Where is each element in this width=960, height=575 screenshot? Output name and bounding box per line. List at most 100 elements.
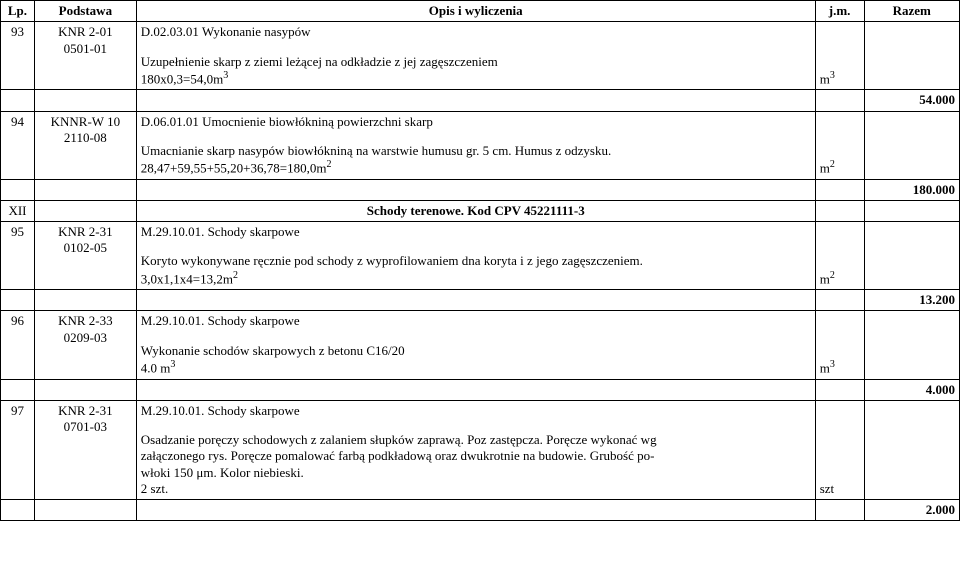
table-row: 13.200 <box>1 290 960 311</box>
table-row: 54.000 <box>1 90 960 111</box>
cell-razem: 4.000 <box>864 379 960 400</box>
header-lp: Lp. <box>1 1 35 22</box>
jm-sup: 2 <box>830 159 835 170</box>
costing-table: Lp. Podstawa Opis i wyliczenia j.m. Raze… <box>0 0 960 521</box>
section-lp: XII <box>1 200 35 221</box>
cell-opis <box>136 379 815 400</box>
cell-razem <box>864 400 960 499</box>
header-razem: Razem <box>864 1 960 22</box>
cell-razem <box>864 22 960 90</box>
opis-body: Koryto wykonywane ręcznie pod schody z w… <box>141 253 811 287</box>
cell-razem <box>864 111 960 179</box>
podstawa-line1: KNR 2-33 <box>39 313 132 329</box>
cell-razem <box>864 311 960 379</box>
opis-sup: 3 <box>170 359 175 370</box>
opis-body: Osadzanie poręczy schodowych z zalaniem … <box>141 432 811 497</box>
cell-podstawa <box>34 500 136 521</box>
cell-jm: m3 <box>815 311 864 379</box>
jm-sup: 3 <box>830 359 835 370</box>
cell-jm: szt <box>815 400 864 499</box>
cell-jm <box>815 379 864 400</box>
cell-lp: 94 <box>1 111 35 179</box>
opis-sup: 2 <box>233 270 238 281</box>
cell-lp <box>1 90 35 111</box>
table-row: 97KNR 2-310701-03M.29.10.01. Schody skar… <box>1 400 960 499</box>
cell-podstawa <box>34 179 136 200</box>
cell-opis <box>136 500 815 521</box>
cell-podstawa: KNR 2-010501-01 <box>34 22 136 90</box>
header-podstawa: Podstawa <box>34 1 136 22</box>
podstawa-line2: 0102-05 <box>39 240 132 256</box>
cell-razem: 13.200 <box>864 290 960 311</box>
section-title: Schody terenowe. Kod CPV 45221111-3 <box>136 200 815 221</box>
podstawa-line2: 0701-03 <box>39 419 132 435</box>
cell-jm <box>815 290 864 311</box>
opis-body: Umacnianie skarp nasypów biowłókniną na … <box>141 143 811 177</box>
opis-top: M.29.10.01. Schody skarpowe <box>141 313 811 329</box>
cell-lp <box>1 290 35 311</box>
cell-podstawa <box>34 290 136 311</box>
section-podstawa <box>34 200 136 221</box>
cell-razem: 180.000 <box>864 179 960 200</box>
jm-text: m <box>820 160 830 175</box>
cell-opis: M.29.10.01. Schody skarpowe Wykonanie sch… <box>136 311 815 379</box>
opis-top: D.02.03.01 Wykonanie nasypów <box>141 24 811 40</box>
opis-top: D.06.01.01 Umocnienie biowłókniną powier… <box>141 114 811 130</box>
podstawa-line2: 0209-03 <box>39 330 132 346</box>
cell-lp <box>1 500 35 521</box>
cell-jm <box>815 179 864 200</box>
cell-razem: 54.000 <box>864 90 960 111</box>
table-header-row: Lp. Podstawa Opis i wyliczenia j.m. Raze… <box>1 1 960 22</box>
cell-jm <box>815 90 864 111</box>
jm-text: m <box>820 360 830 375</box>
opis-sup: 3 <box>223 70 228 81</box>
table-row: 2.000 <box>1 500 960 521</box>
cell-opis: M.29.10.01. Schody skarpowe Osadzanie por… <box>136 400 815 499</box>
table-row: 95KNR 2-310102-05M.29.10.01. Schody skar… <box>1 222 960 290</box>
jm-sup: 3 <box>830 70 835 81</box>
cell-podstawa <box>34 90 136 111</box>
podstawa-line1: KNR 2-31 <box>39 403 132 419</box>
cell-razem: 2.000 <box>864 500 960 521</box>
table-row: 93KNR 2-010501-01D.02.03.01 Wykonanie na… <box>1 22 960 90</box>
podstawa-line2: 0501-01 <box>39 41 132 57</box>
podstawa-line1: KNR 2-31 <box>39 224 132 240</box>
table-row: 4.000 <box>1 379 960 400</box>
cell-opis: M.29.10.01. Schody skarpowe Koryto wykony… <box>136 222 815 290</box>
podstawa-line2: 2110-08 <box>39 130 132 146</box>
cell-podstawa: KNR 2-310102-05 <box>34 222 136 290</box>
opis-top: M.29.10.01. Schody skarpowe <box>141 403 811 419</box>
cell-razem <box>864 222 960 290</box>
table-row: 94KNNR-W 102110-08D.06.01.01 Umocnienie … <box>1 111 960 179</box>
cell-lp: 97 <box>1 400 35 499</box>
table-row: 180.000 <box>1 179 960 200</box>
cell-opis <box>136 90 815 111</box>
opis-body: Wykonanie schodów skarpowych z betonu C1… <box>141 343 811 377</box>
table-row: 96KNR 2-330209-03M.29.10.01. Schody skar… <box>1 311 960 379</box>
cell-jm: m3 <box>815 22 864 90</box>
cell-lp <box>1 379 35 400</box>
cell-lp <box>1 179 35 200</box>
cell-jm: m2 <box>815 222 864 290</box>
cell-podstawa: KNR 2-310701-03 <box>34 400 136 499</box>
cell-opis: D.06.01.01 Umocnienie biowłókniną powier… <box>136 111 815 179</box>
cell-opis <box>136 290 815 311</box>
jm-text: szt <box>820 481 834 496</box>
jm-text: m <box>820 271 830 286</box>
podstawa-line1: KNR 2-01 <box>39 24 132 40</box>
header-opis: Opis i wyliczenia <box>136 1 815 22</box>
cell-jm: m2 <box>815 111 864 179</box>
opis-sup: 2 <box>326 159 331 170</box>
table-row: XII Schody terenowe. Kod CPV 45221111-3 <box>1 200 960 221</box>
header-jm: j.m. <box>815 1 864 22</box>
cell-lp: 95 <box>1 222 35 290</box>
opis-top: M.29.10.01. Schody skarpowe <box>141 224 811 240</box>
section-razem <box>864 200 960 221</box>
jm-sup: 2 <box>830 270 835 281</box>
table-body: 93KNR 2-010501-01D.02.03.01 Wykonanie na… <box>1 22 960 521</box>
cell-opis: D.02.03.01 Wykonanie nasypówUzupełnienie… <box>136 22 815 90</box>
cell-lp: 93 <box>1 22 35 90</box>
jm-text: m <box>820 71 830 86</box>
cell-podstawa <box>34 379 136 400</box>
cell-podstawa: KNR 2-330209-03 <box>34 311 136 379</box>
